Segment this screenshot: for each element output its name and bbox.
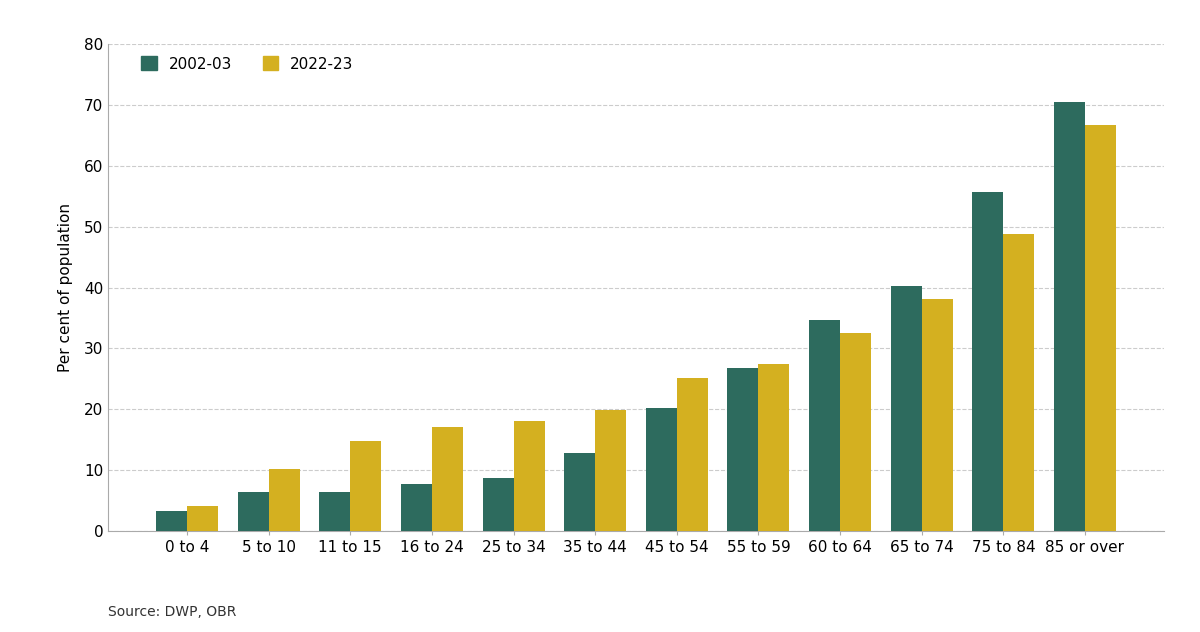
Bar — [809, 320, 840, 531]
Bar — [482, 478, 514, 531]
Y-axis label: Per cent of population: Per cent of population — [58, 203, 73, 372]
Bar — [840, 333, 871, 531]
Bar — [564, 453, 595, 531]
Bar — [350, 441, 382, 531]
Bar — [238, 492, 269, 531]
Bar — [514, 422, 545, 531]
Bar — [432, 427, 463, 531]
Bar — [269, 470, 300, 531]
Bar — [972, 192, 1003, 531]
Bar — [890, 286, 922, 531]
Bar — [319, 492, 350, 531]
Bar — [646, 408, 677, 531]
Bar — [156, 511, 187, 531]
Bar — [677, 377, 708, 531]
Bar — [1054, 102, 1085, 531]
Legend: 2002-03, 2022-23: 2002-03, 2022-23 — [137, 52, 359, 76]
Bar — [758, 364, 790, 531]
Bar — [922, 299, 953, 531]
Bar — [727, 368, 758, 531]
Bar — [595, 410, 626, 531]
Bar — [1085, 125, 1116, 531]
Text: Source: DWP, OBR: Source: DWP, OBR — [108, 605, 236, 619]
Bar — [187, 506, 218, 531]
Bar — [401, 484, 432, 531]
Bar — [1003, 234, 1034, 531]
